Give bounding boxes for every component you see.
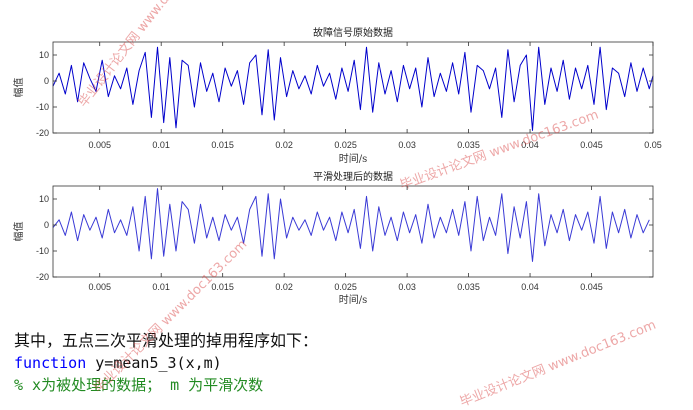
chart-title: 平滑处理后的数据 xyxy=(313,170,393,183)
y-tick-label: -10 xyxy=(36,102,49,112)
x-tick-label: 0.02 xyxy=(275,282,293,292)
y-tick-label: 0 xyxy=(44,220,49,230)
chart-title: 故障信号原始数据 xyxy=(313,26,393,39)
code-explanation: 其中，五点三次平滑处理的掉用程序如下： function y=mean5_3(x… xyxy=(14,330,684,396)
x-tick-label: 0.03 xyxy=(398,282,416,292)
raw-signal-chart: 故障信号原始数据 0.005 0.01 0.015 0.02 0.025 0.03 0.035… xyxy=(12,26,662,165)
x-tick-label: 0.03 xyxy=(398,140,416,150)
x-tick-label: 0.01 xyxy=(152,282,170,292)
y-tick-label: 0 xyxy=(44,76,49,86)
x-tick-label: 0.025 xyxy=(334,282,357,292)
x-tick-label: 0.035 xyxy=(457,282,480,292)
y-tick-label: 10 xyxy=(39,50,49,60)
x-tick-label: 0.005 xyxy=(88,282,111,292)
x-tick-label: 0.045 xyxy=(580,282,603,292)
y-axis-label: 幅值 xyxy=(12,222,25,242)
x-tick-label: 0.02 xyxy=(275,140,293,150)
code-line: function y=mean5_3(x,m) xyxy=(14,352,684,374)
smoothed-signal-chart: 平滑处理后的数据 0.005 0.01 0.015 0.02 0.025 0.03 0.035… xyxy=(12,170,654,306)
x-tick-label: 0.005 xyxy=(88,140,111,150)
y-tick-label: 10 xyxy=(39,194,49,204)
y-tick-label: -10 xyxy=(36,246,49,256)
x-tick-label: 0.015 xyxy=(211,140,234,150)
intro-text: 其中，五点三次平滑处理的掉用程序如下： xyxy=(14,331,319,350)
y-tick-label: -20 xyxy=(36,128,49,138)
x-tick-label: 0.035 xyxy=(457,140,480,150)
code-comment: % x为被处理的数据； m 为平滑次数 xyxy=(14,376,264,394)
plot-frame xyxy=(52,41,654,134)
series-line xyxy=(52,188,650,262)
y-axis-label: 幅值 xyxy=(12,78,25,98)
y-tick-label: -20 xyxy=(36,272,49,282)
series-line xyxy=(52,46,654,131)
x-axis-label: 时间/s xyxy=(339,152,368,165)
code-keyword: function xyxy=(14,354,87,372)
x-tick-label: 0.05 xyxy=(644,140,662,150)
x-axis-label: 时间/s xyxy=(339,293,368,306)
x-tick-label: 0.025 xyxy=(334,140,357,150)
x-tick-label: 0.04 xyxy=(521,282,539,292)
x-tick-label: 0.045 xyxy=(580,140,603,150)
plot-frame xyxy=(52,185,654,278)
x-tick-label: 0.04 xyxy=(521,140,539,150)
code-signature: y=mean5_3(x,m) xyxy=(86,354,222,372)
x-tick-label: 0.01 xyxy=(152,140,170,150)
x-tick-label: 0.015 xyxy=(211,282,234,292)
